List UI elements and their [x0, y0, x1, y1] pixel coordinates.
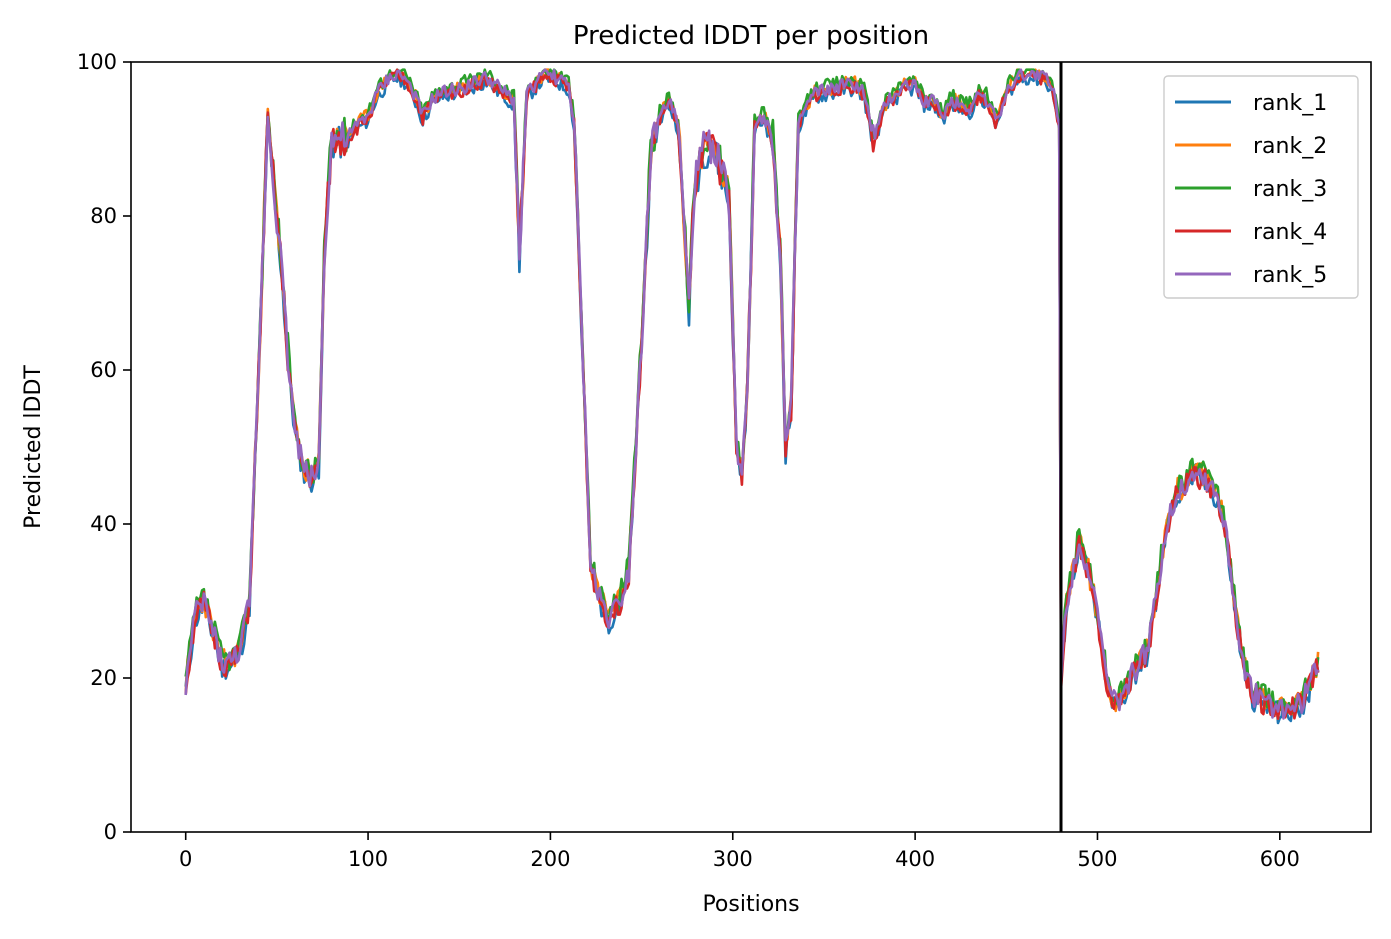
legend: rank_1 rank_2 rank_3 rank_4 rank_5: [1163, 75, 1359, 299]
legend-label-rank_5: rank_5: [1253, 263, 1327, 288]
y-tick-label: 80: [90, 204, 117, 228]
x-tick-label: 100: [348, 847, 388, 871]
legend-label-rank_3: rank_3: [1253, 177, 1327, 202]
legend-box: [1163, 75, 1359, 299]
x-tick-label: 600: [1260, 847, 1300, 871]
y-tick-label: 40: [90, 512, 117, 536]
legend-label-rank_1: rank_1: [1253, 91, 1327, 116]
x-axis-label: Positions: [702, 892, 799, 917]
y-axis: 0 20 40 60 80 100: [77, 50, 131, 844]
y-tick-label: 20: [90, 666, 117, 690]
x-tick-label: 500: [1077, 847, 1117, 871]
x-axis: 0 100 200 300 400 500 600: [179, 832, 1300, 871]
chart-title: Predicted lDDT per position: [573, 21, 929, 51]
y-tick-label: 100: [77, 50, 117, 74]
series-line-rank_3: [184, 68, 1320, 716]
x-tick-label: 200: [530, 847, 570, 871]
y-axis-label: Predicted lDDT: [21, 365, 46, 529]
series-lines: [184, 68, 1320, 725]
x-tick-label: 400: [895, 847, 935, 871]
legend-label-rank_4: rank_4: [1253, 220, 1327, 245]
legend-label-rank_2: rank_2: [1253, 134, 1327, 159]
plot-frame: [130, 61, 1372, 833]
x-tick-label: 0: [179, 847, 192, 871]
series-line-rank_5: [184, 68, 1320, 720]
y-tick-label: 60: [90, 358, 117, 382]
plot-area: [130, 61, 1372, 833]
x-tick-label: 300: [713, 847, 753, 871]
y-tick-label: 0: [104, 820, 117, 844]
